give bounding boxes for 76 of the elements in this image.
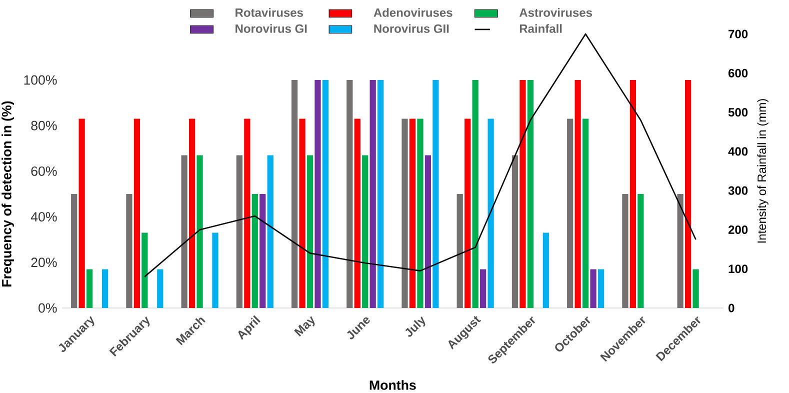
legend-label: Astroviruses <box>519 8 592 17</box>
bar <box>126 194 132 308</box>
legend-label: Rotaviruses <box>236 8 303 17</box>
bar <box>456 194 463 308</box>
bar <box>322 80 329 308</box>
y-tick-label: 0% <box>38 303 57 313</box>
bar <box>86 269 93 308</box>
bar <box>409 118 416 308</box>
y2-tick-label: 100 <box>728 264 748 274</box>
y2-tick-label: 500 <box>728 108 748 117</box>
y2-tick-label: 0 <box>728 304 734 312</box>
bar <box>354 118 360 308</box>
bar <box>370 80 376 308</box>
y-axis-title: Frequency of detection in (%) <box>2 101 14 286</box>
bar <box>638 194 644 308</box>
bar <box>102 269 108 308</box>
bar <box>236 155 242 308</box>
y2-axis-title: Intensity of Rainfall in (mm) <box>757 99 768 243</box>
legend-label: Norovirus GI <box>236 24 307 33</box>
bar <box>480 269 486 308</box>
legend-label: Adenoviruses <box>374 8 452 17</box>
bar <box>488 118 494 308</box>
y2-tick-label: 700 <box>728 30 748 38</box>
bar <box>314 80 321 308</box>
bar <box>260 194 266 308</box>
bar <box>252 194 258 308</box>
bar <box>590 269 596 308</box>
bar <box>212 232 218 308</box>
y-tick-label: 20% <box>31 258 57 268</box>
bar <box>378 80 384 308</box>
y-tick-label: 80% <box>31 120 57 130</box>
bar <box>181 155 188 308</box>
bar <box>622 194 628 308</box>
bar <box>677 194 684 308</box>
bar <box>306 155 314 308</box>
bar <box>432 80 439 308</box>
bar <box>346 80 353 308</box>
bar <box>567 118 574 308</box>
y-tick-label: 60% <box>31 166 57 176</box>
bar <box>520 80 526 308</box>
bar <box>542 232 549 308</box>
y2-tick-label: 200 <box>728 225 748 234</box>
bar <box>574 80 581 308</box>
line-series <box>144 33 696 278</box>
y-tick-label: 100% <box>24 75 57 85</box>
bar <box>78 118 85 308</box>
legend-label: Norovirus GII <box>374 24 449 33</box>
bar <box>134 118 140 308</box>
bar <box>692 269 699 308</box>
series-label: Rainfall <box>520 24 562 33</box>
bar <box>472 80 478 308</box>
bar <box>402 118 408 308</box>
bar <box>244 118 250 308</box>
bar <box>630 80 636 308</box>
y2-tick-label: 400 <box>728 147 748 156</box>
bar <box>417 118 424 308</box>
bar <box>71 194 78 308</box>
bar <box>188 118 196 308</box>
bar <box>512 155 518 308</box>
bar <box>291 80 298 308</box>
bar <box>598 269 604 308</box>
bar <box>527 80 534 308</box>
bar <box>299 118 306 308</box>
bar <box>424 155 432 308</box>
bar <box>267 155 274 308</box>
y2-tick-label: 600 <box>728 68 748 78</box>
bar <box>582 118 589 308</box>
bar <box>464 118 471 308</box>
bar <box>196 155 203 308</box>
bar <box>684 80 692 308</box>
y-tick-label: 40% <box>30 212 57 222</box>
bar <box>362 155 368 308</box>
bar <box>157 269 164 308</box>
y2-tick-label: 300 <box>728 186 748 195</box>
x-axis-title: Months <box>370 380 416 390</box>
bar <box>142 232 148 308</box>
